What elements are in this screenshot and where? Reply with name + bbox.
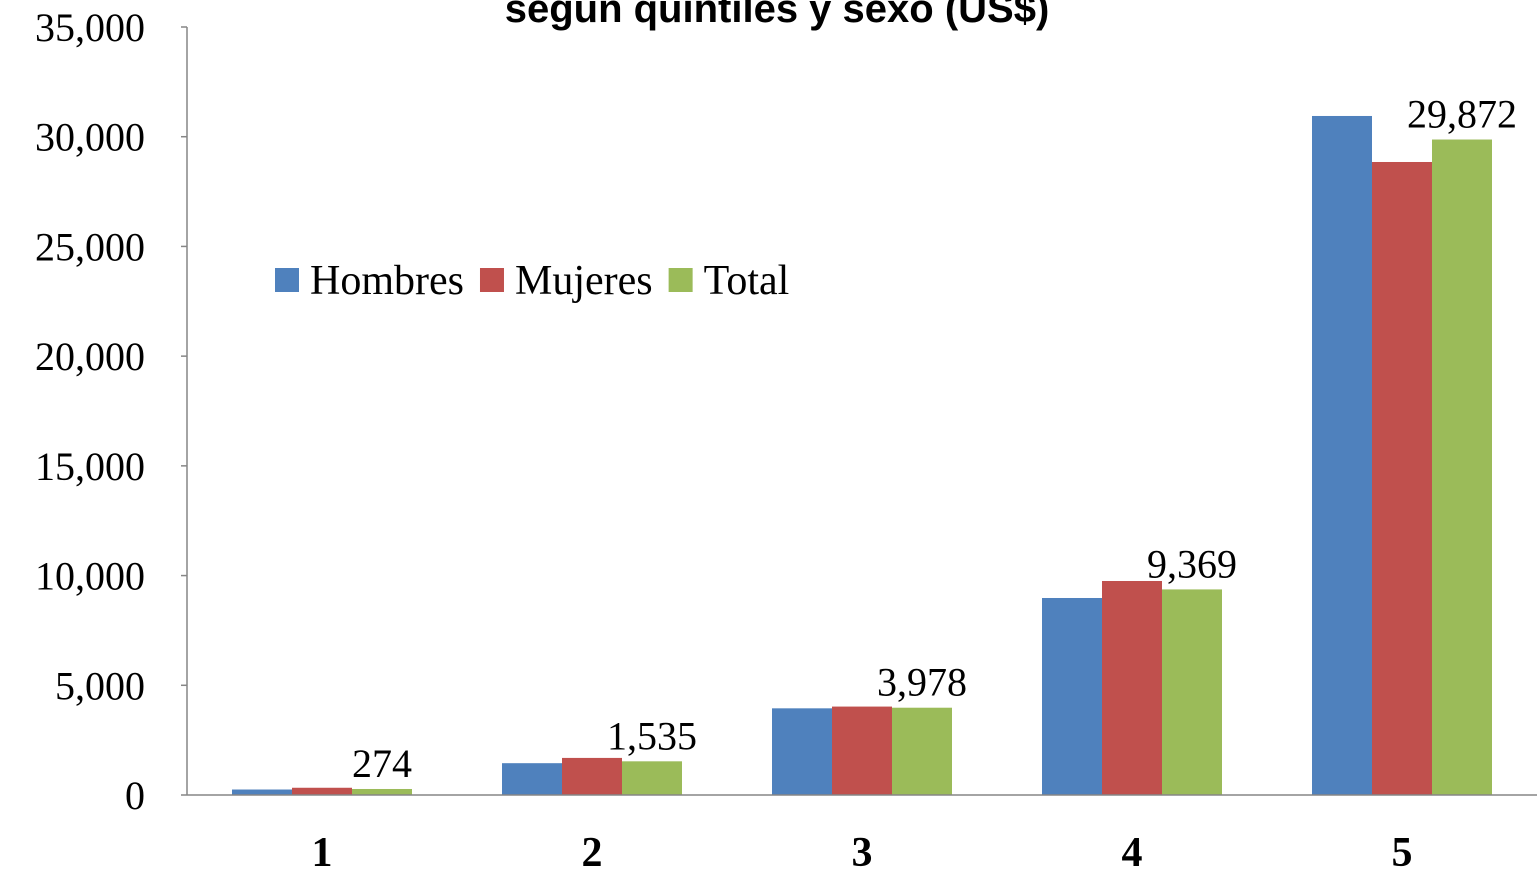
- value-label: 29,872: [1407, 92, 1517, 137]
- x-tick-label: 4: [1122, 830, 1143, 870]
- x-tick-label: 2: [582, 830, 603, 870]
- bar: [1432, 139, 1492, 796]
- y-tick-label: 20,000: [35, 334, 145, 379]
- legend-swatch: [479, 268, 504, 292]
- value-label: 274: [352, 741, 412, 786]
- x-tick-label: 1: [312, 830, 333, 870]
- bar: [352, 788, 412, 795]
- value-label: 3,978: [877, 660, 967, 705]
- legend-label: Hombres: [310, 258, 464, 304]
- y-tick-label: 0: [125, 773, 145, 818]
- bar: [502, 763, 562, 795]
- value-label: 9,369: [1147, 541, 1237, 586]
- x-tick-label: 3: [852, 830, 873, 870]
- bar: [232, 789, 292, 795]
- bar: [1372, 161, 1432, 796]
- x-tick-label: 5: [1392, 830, 1413, 870]
- bar: [892, 707, 952, 795]
- chart-title: según quintiles y sexo (US$): [505, 0, 1050, 31]
- bar: [1102, 580, 1162, 795]
- value-label: 1,535: [607, 713, 697, 758]
- y-tick-label: 15,000: [35, 444, 145, 489]
- bar: [1042, 597, 1102, 795]
- legend-label: Total: [704, 258, 790, 304]
- y-tick-label: 5,000: [55, 663, 145, 708]
- bar: [622, 761, 682, 795]
- bar: [772, 708, 832, 795]
- y-tick-label: 30,000: [35, 115, 145, 160]
- bar: [832, 706, 892, 795]
- legend-swatch: [275, 268, 299, 292]
- legend-swatch: [668, 268, 693, 292]
- legend-label: Mujeres: [515, 258, 653, 304]
- y-tick-label: 25,000: [35, 224, 145, 269]
- bar: [292, 787, 352, 795]
- bar: [562, 757, 622, 795]
- bar: [1312, 115, 1372, 796]
- y-tick-label: 10,000: [35, 554, 145, 599]
- y-tick-label: 35,000: [35, 5, 145, 50]
- bar: [1162, 589, 1222, 795]
